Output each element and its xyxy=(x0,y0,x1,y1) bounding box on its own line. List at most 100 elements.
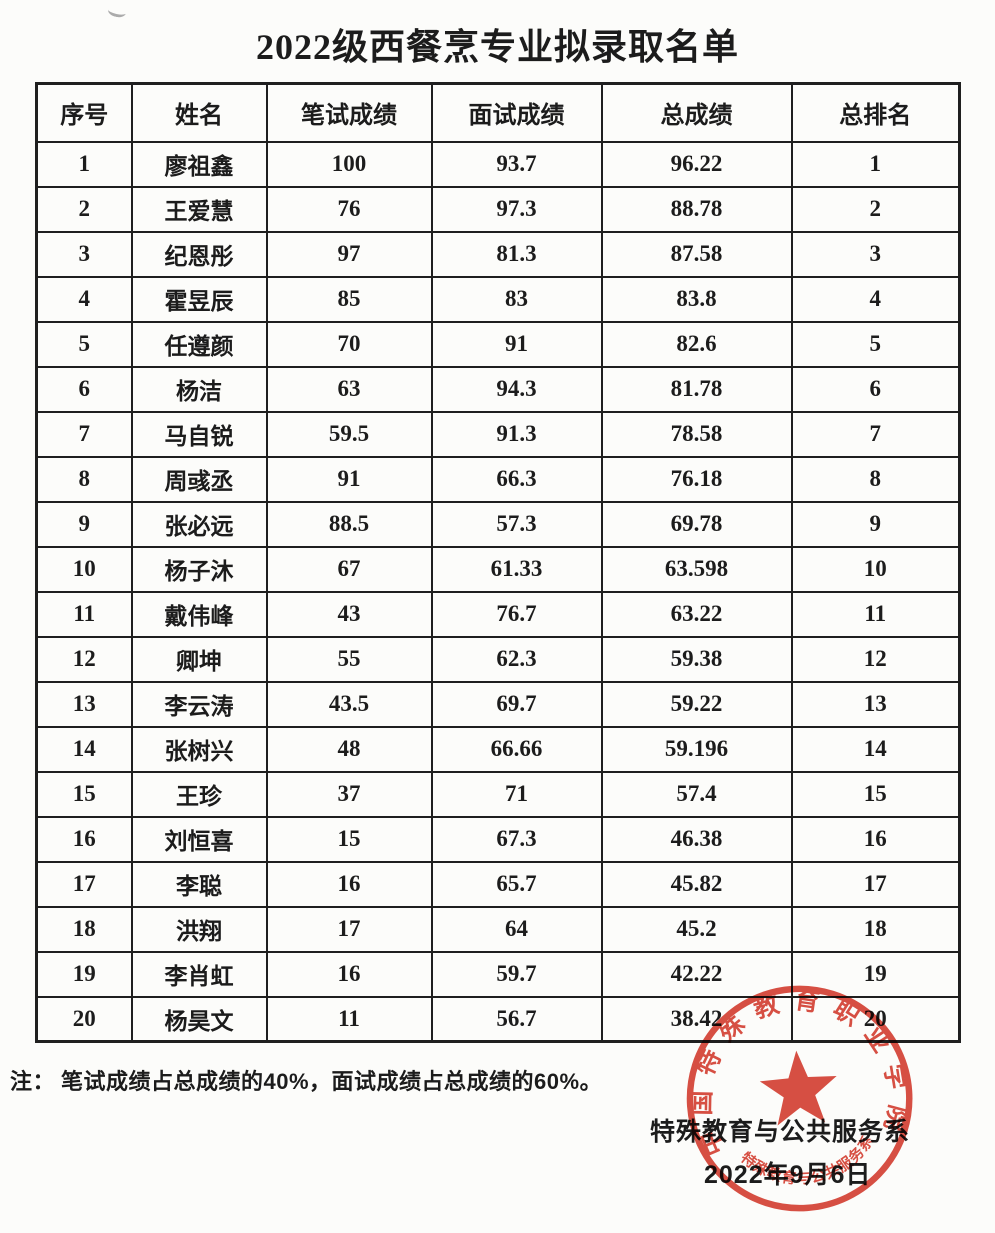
column-header: 姓名 xyxy=(130,82,268,143)
table-cell: 刘恒喜 xyxy=(130,815,268,863)
table-row: 5 任遵颜 70 91 82.6 5 xyxy=(35,320,961,368)
table-cell: 10 xyxy=(790,545,961,593)
table-cell: 9 xyxy=(790,500,961,548)
footnote-label: 注： xyxy=(10,1069,56,1094)
table-cell: 6 xyxy=(790,365,961,413)
table-cell: 1 xyxy=(790,140,961,188)
table-header-row: 序号 姓名 笔试成绩 面试成绩 总成绩 总排名 xyxy=(35,82,961,143)
table-row: 2 王爱慧 76 97.3 88.78 2 xyxy=(35,185,961,233)
table-cell: 43.5 xyxy=(265,680,433,728)
table-cell: 82.6 xyxy=(600,320,793,368)
table-cell: 3 xyxy=(790,230,961,278)
table-cell: 67.3 xyxy=(430,815,603,863)
table-cell: 16 xyxy=(265,860,433,908)
table-cell: 62.3 xyxy=(430,635,603,683)
stamp-inner-text: 特殊教育与公共服务系 xyxy=(736,1131,881,1192)
table-cell: 76 xyxy=(265,185,433,233)
table-cell: 李肖虹 xyxy=(130,950,268,998)
table-cell: 8 xyxy=(35,455,133,503)
table-cell: 55 xyxy=(265,635,433,683)
table-row: 12 卿坤 55 62.3 59.38 12 xyxy=(35,635,961,683)
table-cell: 14 xyxy=(790,725,961,773)
table-cell: 16 xyxy=(265,950,433,998)
table-cell: 15 xyxy=(265,815,433,863)
table-cell: 19 xyxy=(790,950,961,998)
table-cell: 67 xyxy=(265,545,433,593)
table-cell: 廖祖鑫 xyxy=(130,140,268,188)
table-cell: 卿坤 xyxy=(130,635,268,683)
table-cell: 83 xyxy=(430,275,603,323)
table-cell: 18 xyxy=(35,905,133,953)
table-cell: 李聪 xyxy=(130,860,268,908)
table-cell: 57.3 xyxy=(430,500,603,548)
table-cell: 洪翔 xyxy=(130,905,268,953)
table-cell: 83.8 xyxy=(600,275,793,323)
table-row: 1 廖祖鑫 100 93.7 96.22 1 xyxy=(35,140,961,188)
table-cell: 17 xyxy=(265,905,433,953)
table-cell: 56.7 xyxy=(430,995,603,1043)
table-cell: 66.3 xyxy=(430,455,603,503)
table-cell: 杨昊文 xyxy=(130,995,268,1043)
table-cell: 70 xyxy=(265,320,433,368)
table-cell: 李云涛 xyxy=(130,680,268,728)
column-header: 总排名 xyxy=(790,82,961,143)
table-cell: 9 xyxy=(35,500,133,548)
table-cell: 96.22 xyxy=(600,140,793,188)
table-row: 16 刘恒喜 15 67.3 46.38 16 xyxy=(35,815,961,863)
table-cell: 张必远 xyxy=(130,500,268,548)
table-cell: 91 xyxy=(265,455,433,503)
table-cell: 61.33 xyxy=(430,545,603,593)
table-cell: 17 xyxy=(790,860,961,908)
table-cell: 42.22 xyxy=(600,950,793,998)
table-cell: 19 xyxy=(35,950,133,998)
table-cell: 64 xyxy=(430,905,603,953)
footnote-text: 笔试成绩占总成绩的40%，面试成绩占总成绩的60%。 xyxy=(61,1069,603,1094)
column-header: 总成绩 xyxy=(600,82,793,143)
table-row: 8 周彧丞 91 66.3 76.18 8 xyxy=(35,455,961,503)
table-cell: 69.7 xyxy=(430,680,603,728)
table-cell: 霍昱辰 xyxy=(130,275,268,323)
table-cell: 88.5 xyxy=(265,500,433,548)
table-row: 4 霍昱辰 85 83 83.8 4 xyxy=(35,275,961,323)
table-cell: 杨洁 xyxy=(130,365,268,413)
table-cell: 马自锐 xyxy=(130,410,268,458)
table-cell: 59.5 xyxy=(265,410,433,458)
table-cell: 任遵颜 xyxy=(130,320,268,368)
table-cell: 纪恩彤 xyxy=(130,230,268,278)
column-header: 笔试成绩 xyxy=(265,82,433,143)
table-cell: 1 xyxy=(35,140,133,188)
stamp-star-icon xyxy=(759,1050,837,1126)
table-cell: 81.3 xyxy=(430,230,603,278)
table-cell: 81.78 xyxy=(600,365,793,413)
table-row: 18 洪翔 17 64 45.2 18 xyxy=(35,905,961,953)
table-cell: 87.58 xyxy=(600,230,793,278)
table-cell: 8 xyxy=(790,455,961,503)
table-cell: 43 xyxy=(265,590,433,638)
table-cell: 78.58 xyxy=(600,410,793,458)
table-cell: 17 xyxy=(35,860,133,908)
table-row: 13 李云涛 43.5 69.7 59.22 13 xyxy=(35,680,961,728)
table-row: 3 纪恩彤 97 81.3 87.58 3 xyxy=(35,230,961,278)
table-cell: 5 xyxy=(35,320,133,368)
table-body: 1 廖祖鑫 100 93.7 96.22 1 2 王爱慧 76 97.3 88.78 2 3 纪恩彤 97 8… xyxy=(35,140,961,1043)
table-cell: 王珍 xyxy=(130,770,268,818)
table-cell: 4 xyxy=(35,275,133,323)
table-cell: 张树兴 xyxy=(130,725,268,773)
table-cell: 45.82 xyxy=(600,860,793,908)
table-cell: 杨子沐 xyxy=(130,545,268,593)
table-row: 17 李聪 16 65.7 45.82 17 xyxy=(35,860,961,908)
column-header: 面试成绩 xyxy=(430,82,603,143)
table-cell: 65.7 xyxy=(430,860,603,908)
table-cell: 7 xyxy=(790,410,961,458)
table-cell: 7 xyxy=(35,410,133,458)
stamp-ring xyxy=(686,985,913,1212)
table-cell: 63 xyxy=(265,365,433,413)
table-cell: 38.42 xyxy=(600,995,793,1043)
table-cell: 100 xyxy=(265,140,433,188)
table-cell: 18 xyxy=(790,905,961,953)
table-row: 11 戴伟峰 43 76.7 63.22 11 xyxy=(35,590,961,638)
table-cell: 10 xyxy=(35,545,133,593)
table-cell: 11 xyxy=(35,590,133,638)
column-header: 序号 xyxy=(35,82,133,143)
table-cell: 3 xyxy=(35,230,133,278)
